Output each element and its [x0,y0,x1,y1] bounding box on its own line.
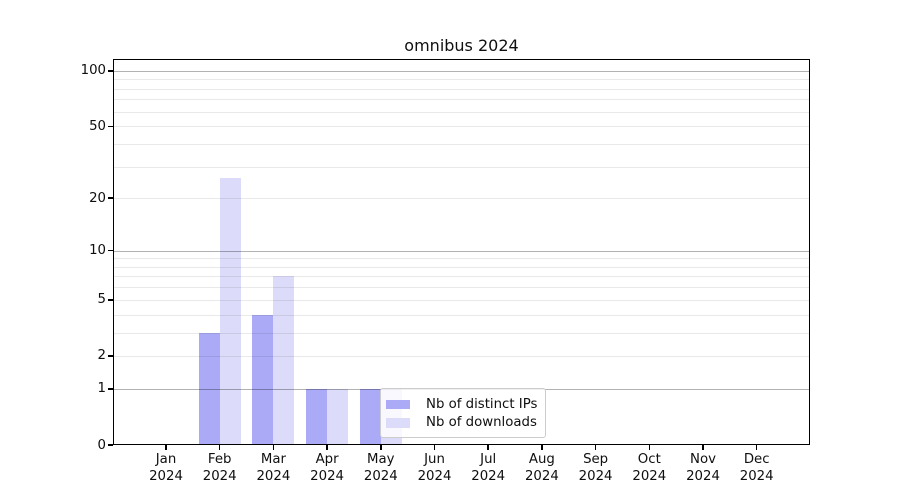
x-tick-label-aug: Aug 2024 [524,452,559,484]
legend-label-downloads: Nb of downloads [426,415,537,431]
major-gridline-10 [113,250,810,252]
x-tick-label-sep: Sep 2024 [578,452,613,484]
minor-gridline-4 [113,314,810,316]
y-tick-100 [108,70,113,72]
minor-gridline-5 [113,299,810,301]
x-tick-label-oct: Oct 2024 [632,452,667,484]
legend-entry-downloads: Nb of downloads [381,414,545,433]
x-tick-dec [755,445,758,450]
minor-gridline-50 [113,126,810,128]
minor-gridline-3 [113,332,810,334]
y-tick-2 [108,355,113,357]
bar-nb-of-downloads-apr [327,388,349,445]
legend-label-distinct-ips: Nb of distinct IPs [426,396,538,412]
y-tick-label-10: 10 [89,243,106,259]
y-tick-50 [108,125,113,128]
y-tick-10 [108,249,113,252]
minor-gridline-60 [113,111,810,113]
plot-border [113,59,810,445]
minor-gridline-40 [113,143,810,145]
x-tick-may [380,445,382,450]
bar-nb-of-downloads-feb [219,177,241,445]
minor-gridline-9 [113,258,810,260]
x-tick-apr [326,445,328,450]
x-tick-sep [594,445,597,450]
bar-nb-of-downloads-mar [273,276,295,445]
minor-gridline-20 [113,198,810,200]
x-tick-label-jan: Jan 2024 [149,452,183,484]
minor-gridline-2 [113,355,810,357]
x-tick-jul [487,445,489,450]
minor-gridline-6 [113,287,810,289]
minor-gridline-7 [113,276,810,278]
x-tick-label-feb: Feb 2024 [202,452,237,484]
minor-gridline-90 [113,79,810,81]
minor-gridline-80 [113,88,810,90]
x-tick-nov [702,445,704,450]
x-tick-label-apr: Apr 2024 [310,452,345,484]
x-tick-jan [165,445,167,450]
bar-nb-of-distinct-ips-apr [306,388,328,445]
y-tick-label-0: 0 [97,437,106,453]
y-tick-label-50: 50 [89,118,106,134]
major-gridline-100 [113,70,810,73]
bar-nb-of-distinct-ips-feb [198,332,220,445]
y-tick-label-20: 20 [89,190,106,206]
x-tick-label-jun: Jun 2024 [417,452,452,484]
minor-gridline-70 [113,99,810,101]
y-tick-1 [108,388,113,390]
x-tick-feb [218,445,221,450]
bar-nb-of-distinct-ips-mar [252,314,274,445]
x-tick-label-may: May 2024 [363,452,398,484]
x-tick-jun [433,445,436,450]
legend-entry-distinct-ips: Nb of distinct IPs [381,395,545,414]
x-tick-label-jul: Jul 2024 [471,452,506,484]
chart-title: omnibus 2024 [404,36,519,55]
x-tick-oct [648,445,651,450]
x-tick-aug [541,445,543,450]
y-tick-20 [108,197,113,199]
y-tick-0 [108,444,113,446]
y-tick-5 [108,299,113,301]
x-tick-label-nov: Nov 2024 [686,452,720,484]
y-tick-label-100: 100 [80,63,106,79]
legend-swatch-downloads [386,418,410,428]
x-tick-label-dec: Dec 2024 [739,452,774,484]
bar-nb-of-distinct-ips-may [359,388,381,445]
y-tick-label-1: 1 [97,381,106,397]
legend-swatch-distinct-ips [386,399,410,409]
y-tick-label-5: 5 [97,292,106,308]
y-tick-label-2: 2 [97,348,106,364]
x-tick-mar [272,445,275,450]
legend: Nb of distinct IPs Nb of downloads [380,388,546,438]
minor-gridline-8 [113,266,810,268]
minor-gridline-30 [113,166,810,168]
x-tick-label-mar: Mar 2024 [256,452,291,484]
